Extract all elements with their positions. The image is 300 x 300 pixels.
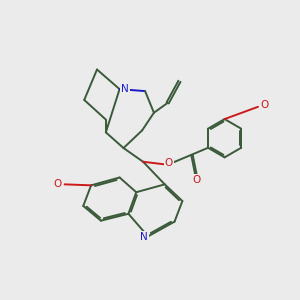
Text: O: O (193, 175, 201, 185)
Text: N: N (140, 232, 148, 242)
Text: N: N (121, 84, 129, 94)
Text: O: O (53, 179, 61, 189)
Text: O: O (260, 100, 268, 110)
Text: O: O (164, 158, 173, 168)
